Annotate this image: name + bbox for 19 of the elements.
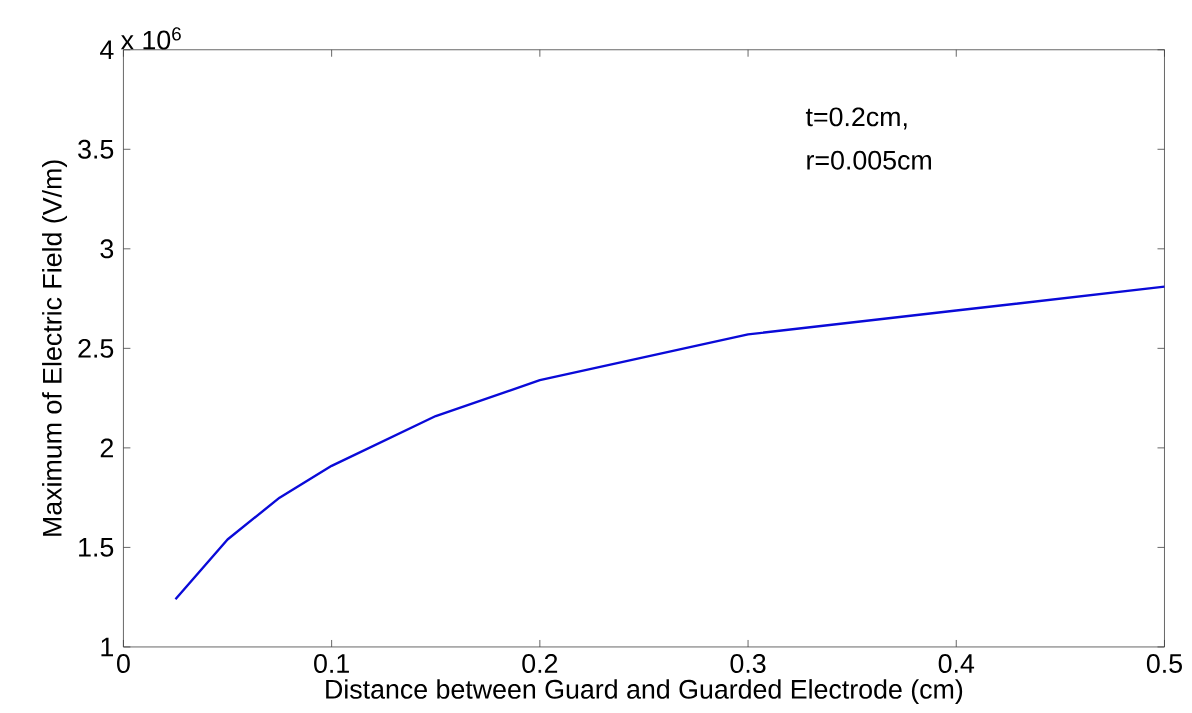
- line-series: [174, 285, 1166, 601]
- y-tick-label: 4: [100, 40, 114, 59]
- y-tick-label: 2: [100, 438, 113, 458]
- y-tick-label: 1.5: [79, 538, 114, 557]
- x-tick-label: 0.1: [314, 654, 349, 674]
- x-tick-label: 0.5: [1146, 654, 1182, 674]
- x-tick-label: 0: [117, 654, 130, 674]
- text: x 10$^{6}$: [120, 27, 181, 50]
- x-tick-label: 0.3: [730, 654, 766, 674]
- y-tick-label: 1: [101, 637, 113, 657]
- y-axis-title: Maximum of Electric Field (V/m): [42, 160, 68, 536]
- x-axis-title: Distance between Guard and Guarded Electrode (cm): [326, 679, 963, 705]
- annotation: r=0.005cm: [807, 150, 931, 170]
- annotation: t=0.2cm,: [805, 107, 907, 130]
- y-tick-label: 3: [100, 239, 114, 259]
- x-tick-label: 0.4: [938, 654, 975, 674]
- y-tick-label: 3.5: [78, 139, 114, 159]
- y-tick-label: 2.5: [78, 338, 114, 358]
- x-tick-label: 0.2: [522, 654, 558, 674]
